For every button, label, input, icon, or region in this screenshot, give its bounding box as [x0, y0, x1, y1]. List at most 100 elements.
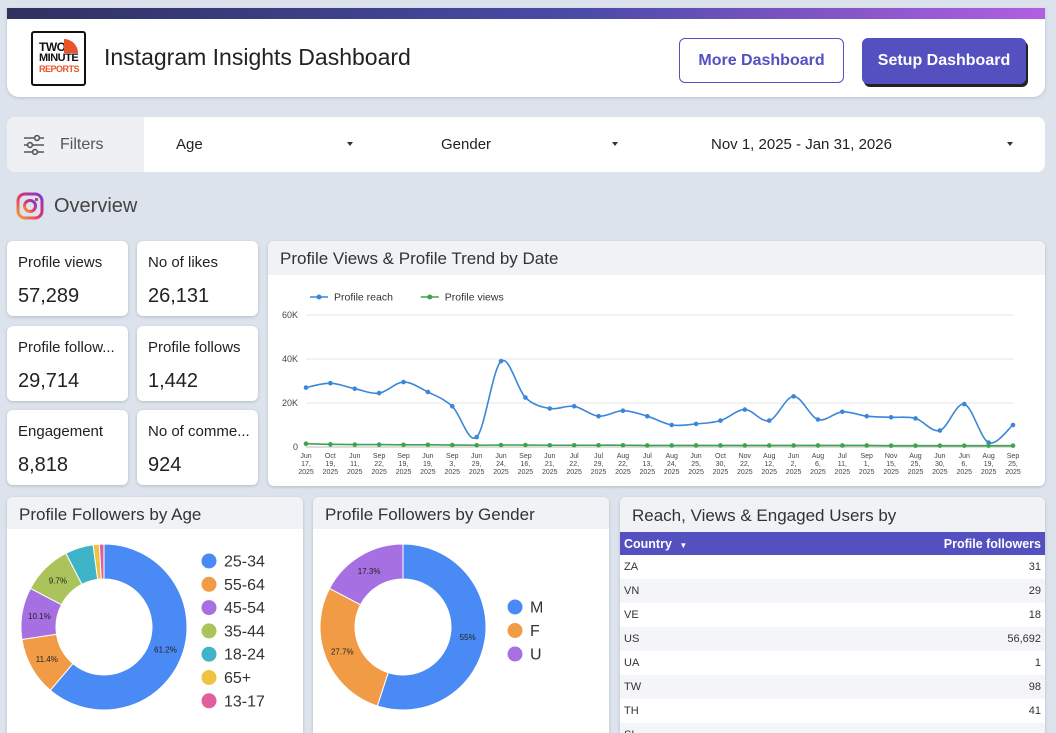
- data-point: [791, 394, 796, 399]
- data-point: [498, 442, 504, 448]
- legend-dot: [201, 693, 217, 709]
- legend-dot: [201, 600, 217, 616]
- column-header-country[interactable]: Country ▼: [620, 532, 792, 555]
- kpi-value: 1,442: [148, 370, 199, 392]
- data-point: [815, 417, 821, 422]
- geo-panel: Reach, Views & Engaged Users by Country …: [620, 497, 1045, 733]
- x-tick-label: Jun 30, 2025: [932, 453, 948, 476]
- kpi-value: 924: [148, 454, 182, 476]
- data-point: [669, 422, 674, 428]
- data-point: [352, 386, 358, 391]
- x-tick-label: Aug 25, 2025: [908, 453, 924, 476]
- header-bar: TWO MINUTE REPORTS Instagram Insights Da…: [7, 8, 1045, 97]
- x-tick-label: Jun 29, 2025: [469, 453, 485, 476]
- data-point: [376, 390, 382, 396]
- y-tick-label: 60K: [282, 310, 298, 320]
- age-dropdown[interactable]: Age: [176, 117, 356, 172]
- x-tick-label: Jul 13, 2025: [640, 453, 656, 476]
- date-range-picker[interactable]: Nov 1, 2025 - Jan 31, 2026: [711, 117, 1011, 172]
- kpi-value: 8,818: [18, 454, 69, 476]
- country-cell: SL: [620, 723, 792, 733]
- data-point: [620, 408, 626, 413]
- column-header-followers[interactable]: Profile followers: [791, 532, 1045, 555]
- data-point: [425, 442, 431, 448]
- kpi-card-comments: No of comme... 924: [137, 410, 258, 485]
- data-point: [888, 443, 894, 448]
- y-tick-label: 20K: [282, 398, 298, 408]
- kpi-label: Profile views: [18, 254, 103, 271]
- kpi-label: Profile follows: [148, 339, 241, 356]
- data-point: [888, 415, 894, 420]
- slice-label: 61.2%: [154, 646, 177, 655]
- legend-label: 45-54: [224, 600, 265, 617]
- logo-line-2: MINUTE: [39, 52, 79, 64]
- followers-cell: [791, 723, 1045, 733]
- x-tick-label: Oct 30, 2025: [713, 453, 729, 476]
- table-row[interactable]: TW 98: [620, 675, 1045, 699]
- data-point: [547, 442, 553, 448]
- table-row[interactable]: US 56,692: [620, 627, 1045, 651]
- x-tick-label: Sep 16, 2025: [518, 453, 534, 476]
- legend-label: Profile reach: [334, 292, 393, 304]
- data-point: [449, 404, 455, 409]
- data-point: [718, 443, 723, 448]
- data-point: [1010, 422, 1016, 428]
- data-point: [401, 379, 406, 385]
- age-dropdown-label: Age: [176, 136, 203, 153]
- gender-dropdown[interactable]: Gender: [441, 117, 621, 172]
- kpi-label: Engagement: [18, 423, 104, 440]
- x-tick-label: Jun 17, 2025: [298, 453, 314, 476]
- data-point: [498, 358, 504, 364]
- data-point: [328, 380, 333, 386]
- followers-cell: 29: [791, 579, 1045, 603]
- x-tick-label: Jun 25, 2025: [688, 453, 704, 476]
- legend-label: F: [530, 623, 540, 640]
- panel-header: [620, 497, 1045, 532]
- followers-cell: 41: [791, 699, 1045, 723]
- sliders-icon: [24, 134, 44, 155]
- data-point: [645, 413, 650, 419]
- gender-dropdown-label: Gender: [441, 136, 492, 153]
- header-accent-strip: [7, 8, 1045, 19]
- gender-panel: Profile Followers by Gender 55% 27.7% 17.3…: [313, 497, 609, 733]
- table-row[interactable]: ZA 31: [620, 555, 1045, 579]
- more-dashboard-button[interactable]: More Dashboard: [679, 38, 844, 83]
- country-cell: ZA: [620, 555, 792, 579]
- table-row[interactable]: SL: [620, 723, 1045, 733]
- panel-title: Profile Views & Profile Trend by Date: [280, 249, 559, 268]
- country-cell: US: [620, 627, 792, 651]
- table-row[interactable]: UA 1: [620, 651, 1045, 675]
- y-tick-label: 0: [293, 442, 298, 452]
- setup-dashboard-button[interactable]: Setup Dashboard: [862, 38, 1026, 84]
- legend-label: 13-17: [224, 693, 265, 710]
- donut-slice-13-17: [98, 543, 105, 580]
- legend-label: 35-44: [224, 623, 265, 640]
- country-cell: UA: [620, 651, 792, 675]
- country-table: Country ▼ Profile followers ZA 31 VN 29 VE 18…: [620, 532, 1045, 733]
- data-point: [961, 401, 967, 407]
- date-range-value: Nov 1, 2025 - Jan 31, 2026: [711, 136, 892, 153]
- slice-label: 9.7%: [49, 577, 67, 586]
- donut-slice-F: [319, 587, 389, 707]
- slice-label: 17.3%: [358, 567, 381, 576]
- legend-dot: [201, 670, 217, 685]
- table-row[interactable]: VN 29: [620, 579, 1045, 603]
- logo-line-3: REPORTS: [39, 64, 80, 74]
- country-cell: TH: [620, 699, 792, 723]
- legend-marker: [427, 294, 433, 300]
- donut-slice-M: [376, 543, 487, 711]
- brand-logo: TWO MINUTE REPORTS: [31, 31, 86, 86]
- overview-heading: Overview: [16, 192, 137, 220]
- instagram-icon: [16, 192, 44, 220]
- data-point: [352, 442, 358, 447]
- date-chevron-down-icon: [1007, 142, 1013, 146]
- table-row[interactable]: VE 18: [620, 603, 1045, 627]
- filters-toggle[interactable]: Filters: [7, 117, 144, 172]
- kpi-label: No of comme...: [148, 423, 250, 440]
- table-row[interactable]: TH 41: [620, 699, 1045, 723]
- data-point: [596, 413, 601, 419]
- sort-down-icon: ▼: [679, 540, 688, 550]
- slice-label: 11.4%: [36, 655, 58, 664]
- followers-cell: 31: [791, 555, 1045, 579]
- panel-title: Reach, Views & Engaged Users by: [632, 506, 897, 525]
